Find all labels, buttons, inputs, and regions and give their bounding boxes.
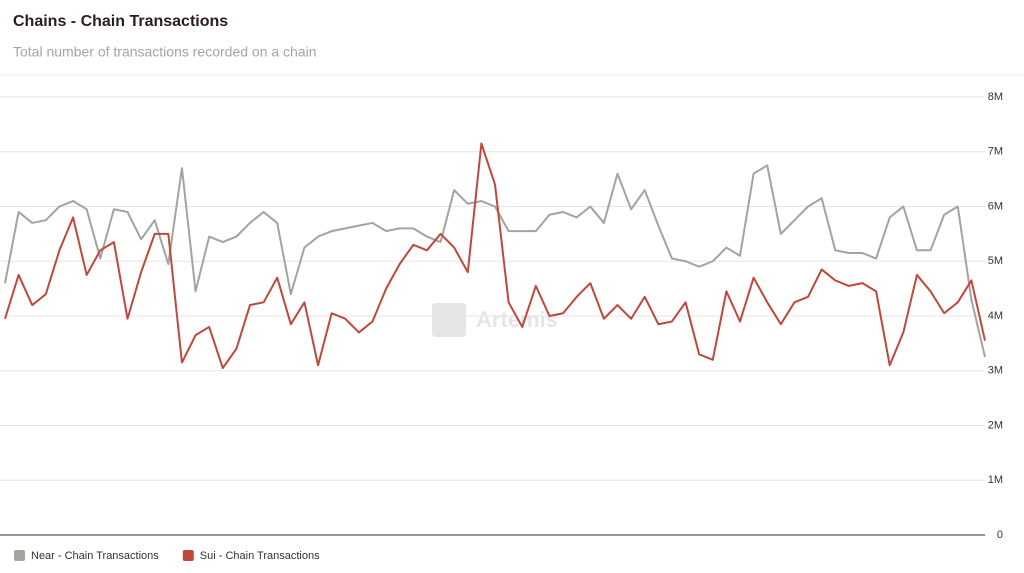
chart-title: Chains - Chain Transactions (13, 13, 228, 30)
y-tick-label: 0 (997, 529, 1003, 541)
grid (0, 96, 985, 536)
legend-swatch (14, 550, 25, 561)
series-line (4, 142, 986, 370)
y-tick-label: 8M (988, 91, 1003, 103)
legend-swatch (182, 550, 194, 561)
y-tick-label: 4M (988, 310, 1003, 322)
y-tick-label: 6M (988, 200, 1003, 212)
watermark-logo (432, 303, 466, 337)
y-tick-label: 2M (988, 419, 1003, 431)
watermark-group: Artemis (432, 303, 558, 337)
legend-label: Near - Chain Transactions (31, 550, 159, 562)
y-tick-label: 3M (988, 365, 1003, 377)
legend-label: Sui - Chain Transactions (200, 550, 320, 562)
chart-subtitle: Total number of transactions recorded on… (13, 44, 317, 60)
y-tick-label: 5M (988, 255, 1003, 267)
series-line (4, 164, 986, 358)
y-tick-label: 1M (988, 474, 1003, 486)
y-tick-label: 7M (988, 146, 1003, 158)
